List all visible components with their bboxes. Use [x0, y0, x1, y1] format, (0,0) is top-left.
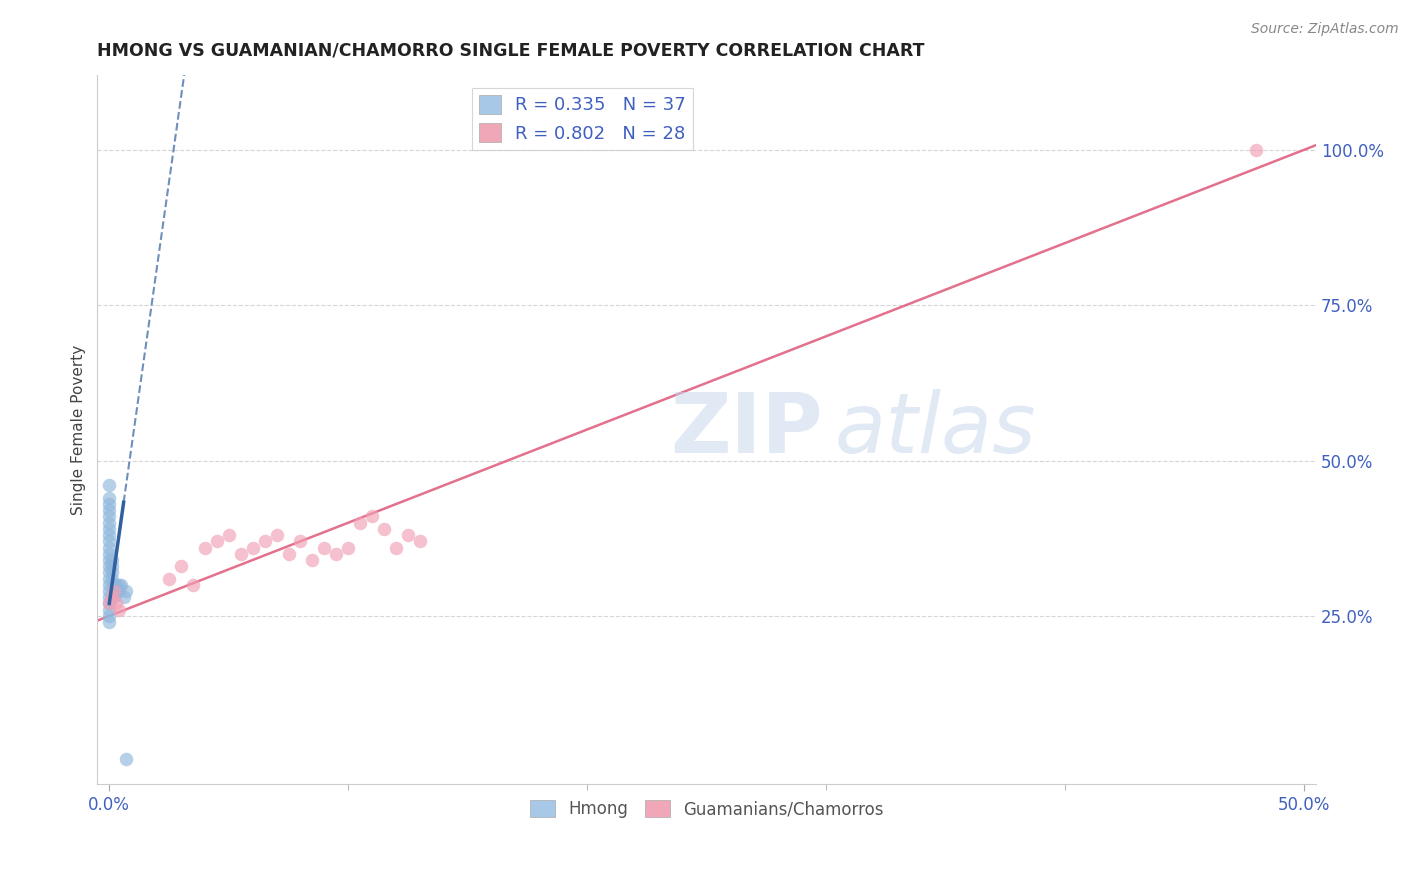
- Point: [103, 584, 125, 599]
- Point: [108, 603, 131, 617]
- Point: [98, 603, 121, 617]
- Point: [181, 578, 204, 592]
- Point: [98, 608, 121, 623]
- Point: [1246, 143, 1268, 157]
- Point: [103, 584, 125, 599]
- Point: [98, 572, 121, 586]
- Point: [218, 528, 240, 542]
- Point: [266, 528, 288, 542]
- Point: [205, 534, 228, 549]
- Point: [115, 584, 138, 599]
- Point: [157, 572, 180, 586]
- Point: [105, 597, 128, 611]
- Point: [361, 509, 384, 524]
- Point: [98, 553, 121, 567]
- Point: [108, 578, 131, 592]
- Point: [115, 752, 138, 766]
- Point: [98, 516, 121, 530]
- Point: [194, 541, 217, 555]
- Point: [253, 534, 276, 549]
- Text: atlas: atlas: [835, 389, 1036, 470]
- Point: [110, 578, 132, 592]
- Point: [108, 584, 131, 599]
- Point: [98, 541, 121, 555]
- Point: [98, 534, 121, 549]
- Text: ZIP: ZIP: [671, 389, 823, 470]
- Point: [105, 584, 128, 599]
- Point: [100, 591, 122, 605]
- Point: [98, 559, 121, 574]
- Point: [409, 534, 432, 549]
- Point: [105, 578, 128, 592]
- Text: HMONG VS GUAMANIAN/CHAMORRO SINGLE FEMALE POVERTY CORRELATION CHART: HMONG VS GUAMANIAN/CHAMORRO SINGLE FEMAL…: [97, 42, 925, 60]
- Point: [100, 553, 122, 567]
- Point: [170, 559, 193, 574]
- Point: [385, 541, 408, 555]
- Point: [325, 547, 347, 561]
- Y-axis label: Single Female Poverty: Single Female Poverty: [72, 344, 86, 515]
- Point: [396, 528, 419, 542]
- Point: [100, 559, 122, 574]
- Point: [277, 547, 299, 561]
- Point: [98, 497, 121, 511]
- Point: [103, 578, 125, 592]
- Point: [98, 478, 121, 492]
- Point: [98, 522, 121, 536]
- Legend: Hmong, Guamanians/Chamorros: Hmong, Guamanians/Chamorros: [523, 794, 890, 825]
- Point: [100, 566, 122, 580]
- Point: [98, 491, 121, 505]
- Point: [98, 509, 121, 524]
- Point: [98, 597, 121, 611]
- Text: Source: ZipAtlas.com: Source: ZipAtlas.com: [1251, 22, 1399, 37]
- Point: [98, 597, 121, 611]
- Point: [229, 547, 252, 561]
- Point: [100, 572, 122, 586]
- Point: [242, 541, 264, 555]
- Point: [98, 584, 121, 599]
- Point: [337, 541, 360, 555]
- Point: [103, 591, 125, 605]
- Point: [98, 566, 121, 580]
- Point: [373, 522, 395, 536]
- Point: [112, 591, 135, 605]
- Point: [98, 547, 121, 561]
- Point: [98, 503, 121, 517]
- Point: [349, 516, 371, 530]
- Point: [98, 578, 121, 592]
- Point: [314, 541, 336, 555]
- Point: [98, 591, 121, 605]
- Point: [301, 553, 323, 567]
- Point: [98, 528, 121, 542]
- Point: [98, 615, 121, 629]
- Point: [290, 534, 312, 549]
